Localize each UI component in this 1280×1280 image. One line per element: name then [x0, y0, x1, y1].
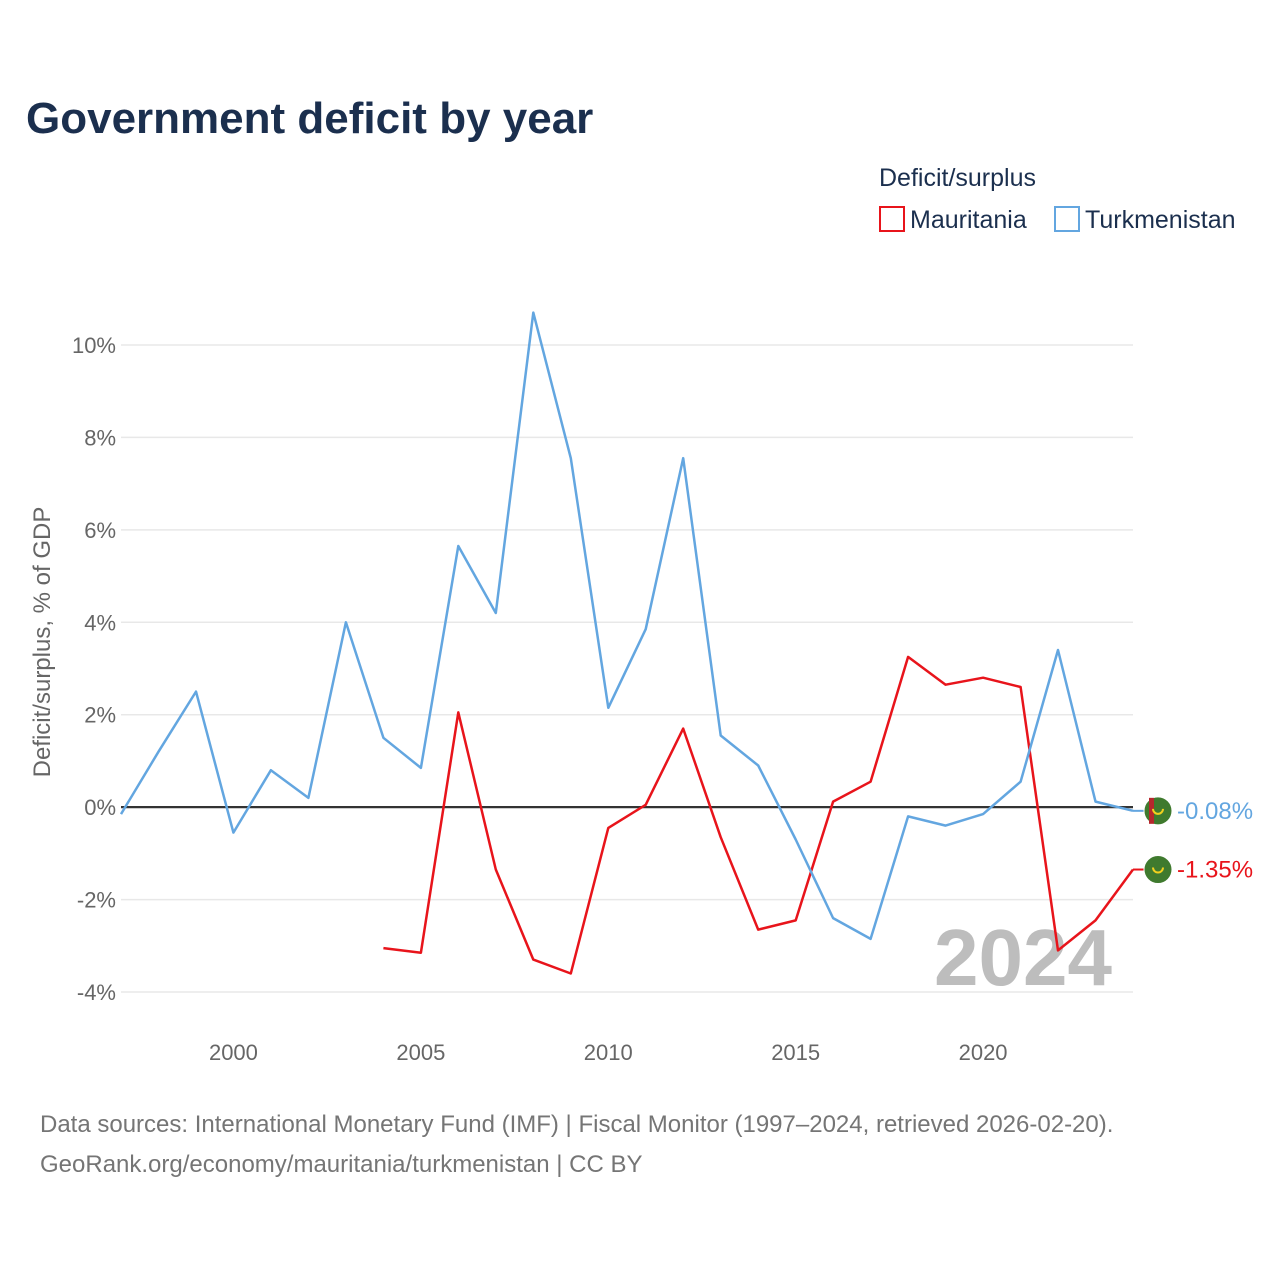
- x-tick-label: 2020: [959, 1040, 1008, 1065]
- x-axis-ticks: 2000 2005 2010 2015 2020: [209, 1040, 1008, 1065]
- y-axis-ticks: 10% 8% 6% 4% 2% 0% -2% -4%: [72, 333, 116, 1005]
- y-tick-label: 6%: [84, 518, 116, 543]
- flag-stripe-turkmenistan: [1149, 797, 1154, 824]
- series-line-mauritania[interactable]: [383, 655, 1135, 975]
- end-markers: -1.35% -0.08%: [1133, 796, 1253, 885]
- x-tick-label: 2015: [771, 1040, 820, 1065]
- x-tick-label: 2010: [584, 1040, 633, 1065]
- flag-icon-turkmenistan: [1143, 796, 1173, 826]
- y-tick-label: -2%: [77, 888, 116, 913]
- y-axis-label: Deficit/surplus, % of GDP: [29, 507, 56, 778]
- y-tick-label: 8%: [84, 425, 116, 450]
- source-line-1: Data sources: International Monetary Fun…: [40, 1111, 1113, 1138]
- series-lines: [119, 311, 1135, 975]
- x-tick-label: 2000: [209, 1040, 258, 1065]
- legend-item-mauritania[interactable]: Mauritania: [879, 206, 1027, 234]
- y-tick-label: 10%: [72, 333, 116, 358]
- year-marker: 2024: [934, 913, 1112, 1002]
- end-value-label-turkmenistan: -0.08%: [1177, 798, 1253, 825]
- y-tick-label: 2%: [84, 703, 116, 728]
- legend-label-mauritania: Mauritania: [910, 206, 1027, 234]
- legend: Deficit/surplus Mauritania Turkmenistan: [879, 164, 1236, 234]
- series-line-turkmenistan[interactable]: [119, 311, 1134, 941]
- source-line-2[interactable]: GeoRank.org/economy/mauritania/turkmenis…: [40, 1151, 643, 1178]
- legend-title: Deficit/surplus: [879, 164, 1036, 192]
- x-tick-label: 2005: [396, 1040, 445, 1065]
- y-tick-label: 4%: [84, 610, 116, 635]
- legend-label-turkmenistan: Turkmenistan: [1085, 206, 1236, 234]
- y-tick-label: 0%: [84, 795, 116, 820]
- legend-swatch-mauritania: [879, 206, 905, 232]
- y-tick-label: -4%: [77, 980, 116, 1005]
- flag-crescent-mauritania: [1152, 867, 1164, 874]
- end-value-label-mauritania: -1.35%: [1177, 857, 1253, 884]
- flag-icon-mauritania: [1143, 855, 1173, 885]
- gridlines: [121, 344, 1133, 993]
- flag-crescent-turkmenistan: [1152, 808, 1164, 815]
- legend-swatch-turkmenistan: [1054, 206, 1080, 232]
- legend-item-turkmenistan[interactable]: Turkmenistan: [1054, 206, 1236, 234]
- chart-title: Government deficit by year: [26, 94, 593, 143]
